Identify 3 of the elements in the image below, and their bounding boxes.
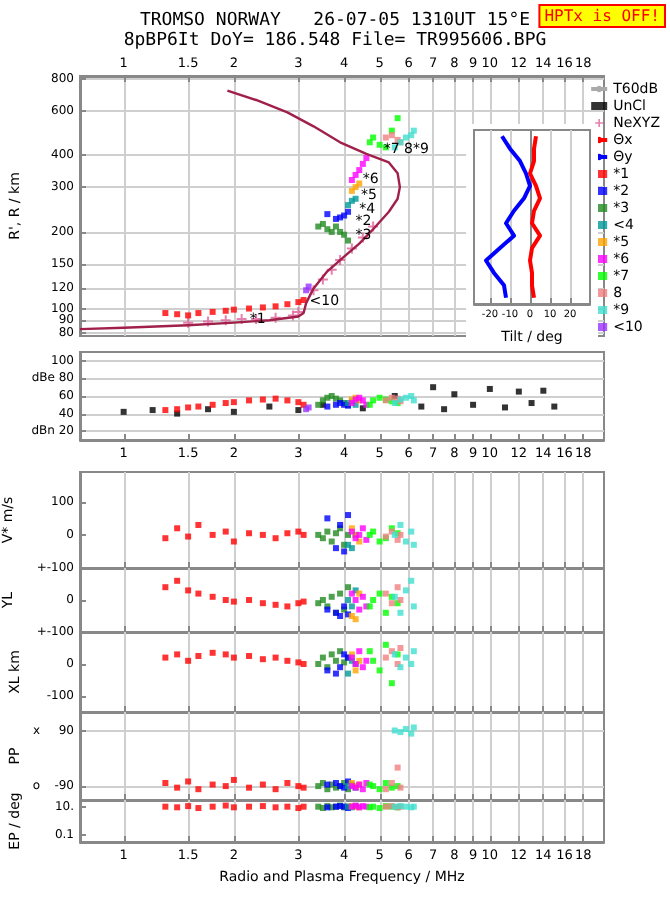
- chart-subtitle: 8pBP6It DoY= 186.548 File= TR995606.BPG: [123, 31, 547, 51]
- chart-title: TROMSO NORWAY 26-07-05 1310UT 15°E: [139, 11, 531, 31]
- text: HPTx is OFF!: [544, 7, 660, 25]
